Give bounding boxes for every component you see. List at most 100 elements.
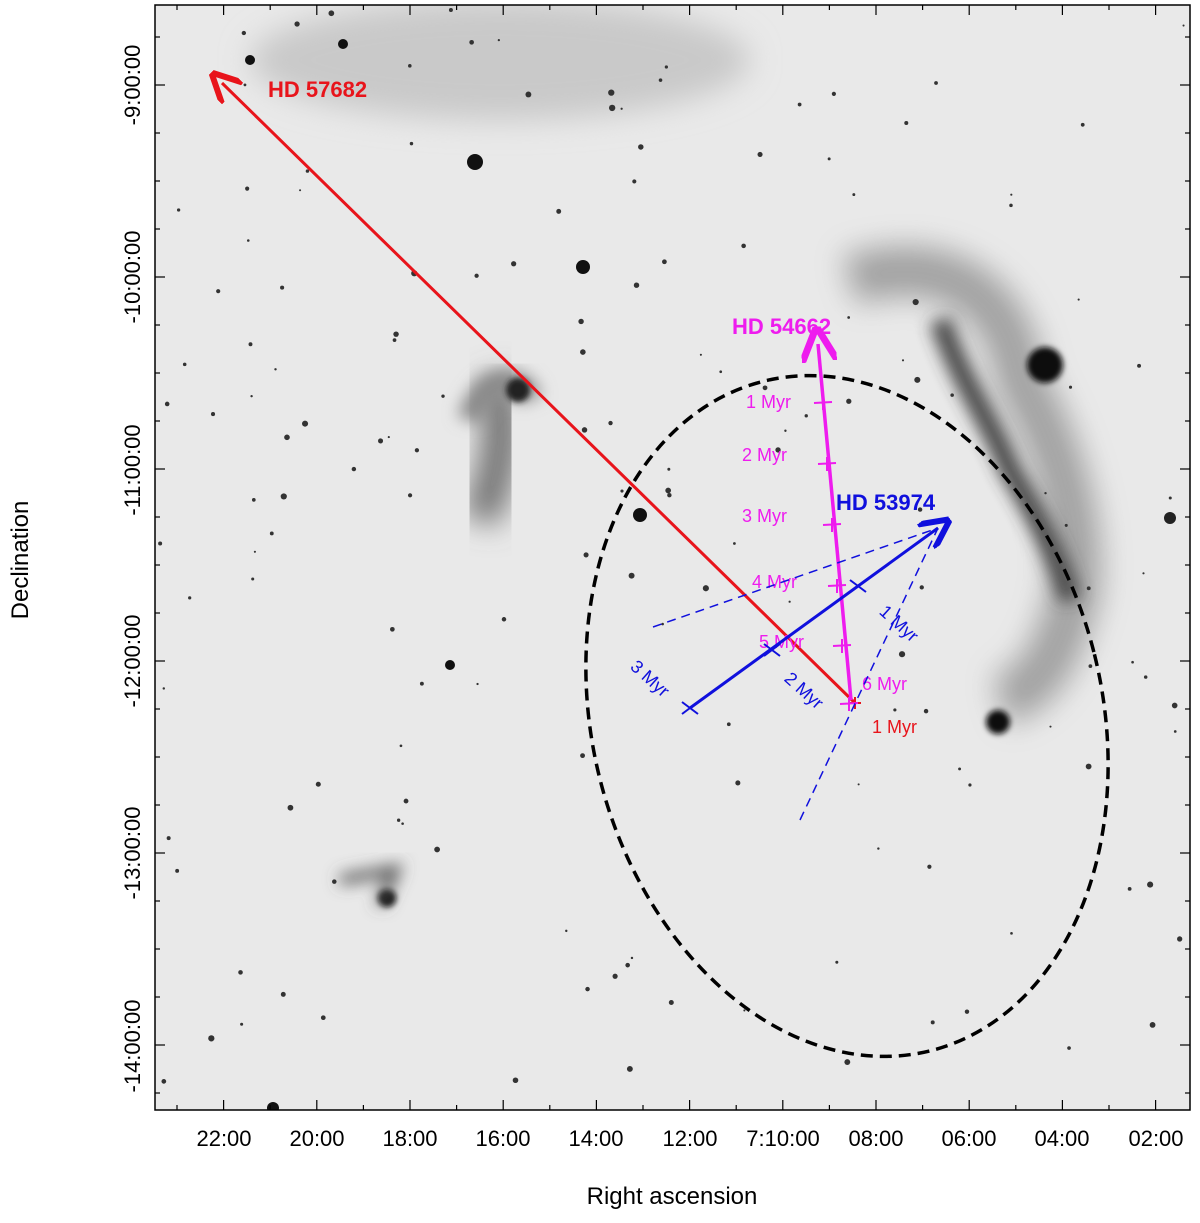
field-star xyxy=(408,64,412,68)
field-star xyxy=(968,783,972,787)
field-star xyxy=(664,65,668,69)
field-star xyxy=(253,550,256,553)
field-star xyxy=(912,298,919,306)
field-star xyxy=(166,836,171,841)
field-star xyxy=(414,448,420,453)
field-star xyxy=(474,273,479,278)
age-label-red: 1 Myr xyxy=(872,717,917,737)
field-star xyxy=(512,1077,519,1084)
field-star xyxy=(665,487,672,494)
field-star xyxy=(1009,203,1013,208)
y-tick-label: -14:00:00 xyxy=(120,1000,145,1093)
field-star xyxy=(287,804,294,811)
field-star xyxy=(784,429,787,432)
field-star xyxy=(182,362,187,367)
field-star xyxy=(930,1020,935,1025)
field-star xyxy=(243,83,247,87)
field-star xyxy=(831,91,836,96)
field-star xyxy=(351,466,357,472)
nebula-arc xyxy=(842,246,1101,725)
field-star xyxy=(919,585,924,590)
x-tick-label: 7:10:00 xyxy=(746,1126,819,1151)
field-star xyxy=(1131,660,1134,664)
field-star xyxy=(964,1009,970,1014)
bright-source xyxy=(267,1102,279,1110)
field-star xyxy=(757,151,763,157)
field-star xyxy=(497,38,500,42)
y-tick-label: -9:00:00 xyxy=(120,45,145,126)
field-star xyxy=(898,651,906,658)
bright-source xyxy=(986,710,1010,734)
field-star xyxy=(240,1022,244,1026)
field-star xyxy=(934,81,938,85)
field-star xyxy=(274,368,277,371)
field-star xyxy=(188,596,192,600)
nebula-small xyxy=(339,863,404,907)
field-star xyxy=(914,376,921,383)
field-star xyxy=(208,1035,215,1042)
bright-source xyxy=(1164,512,1176,524)
x-tick-label: 08:00 xyxy=(848,1126,903,1151)
field-star xyxy=(476,682,479,686)
field-star xyxy=(387,436,390,439)
field-star xyxy=(403,798,409,804)
sky-image xyxy=(155,5,1190,1110)
field-star xyxy=(585,986,590,992)
field-star xyxy=(608,89,615,96)
field-star xyxy=(245,186,250,191)
field-star xyxy=(901,359,905,362)
dashed-ellipse xyxy=(584,373,1110,1059)
field-star xyxy=(299,189,302,192)
field-star xyxy=(699,353,702,356)
field-star xyxy=(1044,491,1047,495)
field-star xyxy=(583,552,589,558)
plot-frame xyxy=(154,4,1191,1111)
field-star xyxy=(501,617,507,622)
field-star xyxy=(620,107,623,110)
field-star xyxy=(1010,932,1013,935)
field-star xyxy=(396,818,401,822)
field-star xyxy=(392,338,397,342)
field-star xyxy=(1171,702,1178,709)
field-star xyxy=(251,498,256,502)
field-star xyxy=(633,282,640,288)
field-star xyxy=(315,781,321,787)
field-star xyxy=(332,879,337,884)
field-star xyxy=(161,1079,167,1084)
field-star xyxy=(958,767,962,771)
field-star xyxy=(877,847,880,850)
age-label-magenta: 3 Myr xyxy=(742,506,787,526)
uncertainty-line xyxy=(652,527,939,628)
field-star xyxy=(1077,298,1080,301)
field-star xyxy=(284,434,290,441)
field-star xyxy=(667,467,671,471)
x-tick-label: 20:00 xyxy=(289,1126,344,1151)
star-label-hd57682: HD 57682 xyxy=(268,77,367,102)
field-star xyxy=(662,259,667,265)
x-axis-title: Right ascension xyxy=(587,1183,758,1210)
field-star xyxy=(305,169,310,173)
field-star xyxy=(743,1009,746,1012)
field-star xyxy=(162,687,166,690)
field-star xyxy=(390,626,395,632)
field-star xyxy=(846,398,852,404)
field-star xyxy=(1010,193,1013,196)
field-star xyxy=(612,973,618,979)
field-star xyxy=(1177,936,1183,942)
field-star xyxy=(407,493,413,498)
field-star xyxy=(580,349,586,355)
field-star xyxy=(578,318,584,325)
x-tick-label: 16:00 xyxy=(475,1126,530,1151)
field-star xyxy=(741,243,746,249)
age-ticks-magenta xyxy=(813,396,859,711)
field-star xyxy=(565,929,568,933)
field-star xyxy=(804,414,808,418)
field-star xyxy=(246,239,250,242)
trajectory-hd53974 xyxy=(689,528,938,710)
field-star xyxy=(399,744,403,748)
field-star xyxy=(469,39,474,45)
bright-source xyxy=(338,39,348,49)
uncertainty-line xyxy=(799,527,939,821)
bright-source xyxy=(467,154,483,170)
